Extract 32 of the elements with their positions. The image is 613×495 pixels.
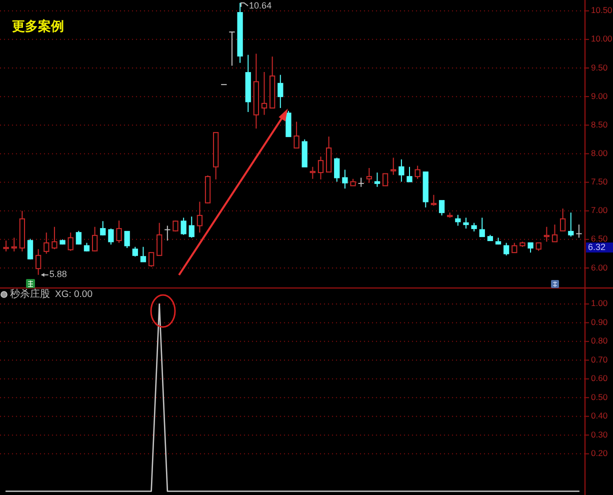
y-tick-label: 10.00 <box>591 34 613 44</box>
y-tick-label: 0.60 <box>591 373 608 384</box>
y-tick-label: 0.30 <box>591 429 608 440</box>
y-tick-label: 10.50 <box>591 5 613 16</box>
y-tick-label: 8.00 <box>591 148 608 158</box>
chart-title: 秒杀庄股 <box>10 288 50 300</box>
annotation: 5.88 <box>49 269 67 280</box>
candlestick <box>196 201 203 234</box>
y-tick-label: 8.50 <box>591 119 608 130</box>
y-tick-label: 6.00 <box>591 262 608 272</box>
candlestick <box>261 72 268 116</box>
candlestick <box>253 53 260 130</box>
y-tick-label: 0.90 <box>591 316 608 327</box>
y-tick-label: 0.50 <box>591 392 608 402</box>
y-tick-label: 9.00 <box>591 90 608 101</box>
y-tick-label: 7.00 <box>591 205 608 216</box>
y-tick-label: 6.50 <box>591 234 608 244</box>
annotation: 更多案例 <box>12 18 64 34</box>
candlestick <box>278 74 284 108</box>
annotation: 10.64 <box>249 0 272 11</box>
y-tick-label: 0.20 <box>591 448 608 458</box>
candlestick <box>245 54 251 112</box>
y-tick-label: 1.00 <box>591 298 608 308</box>
y-tick-label: 9.50 <box>591 62 608 72</box>
text: 6.32 <box>588 242 606 252</box>
annotation: XG: 0.00 <box>55 289 92 300</box>
candlestick <box>237 2 243 64</box>
y-tick-label: 0.40 <box>591 410 608 421</box>
y-tick-label: 7.50 <box>591 176 608 187</box>
candlestick <box>3 240 9 252</box>
y-tick-label: 0.70 <box>591 354 608 364</box>
y-tick-label: 0.80 <box>591 336 608 346</box>
